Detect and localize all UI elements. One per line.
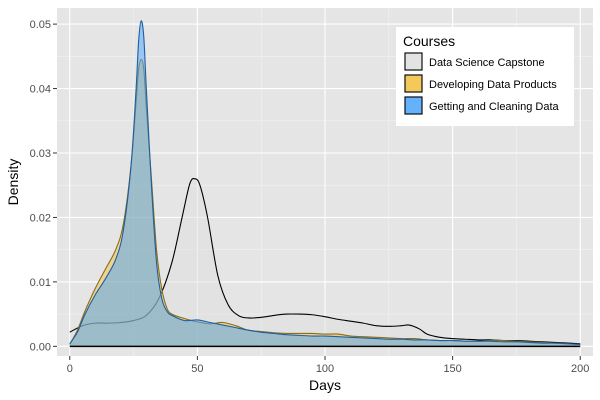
density-line-series-0 bbox=[69, 178, 581, 345]
x-tick-label: 150 bbox=[443, 363, 461, 375]
y-tick-label: 0.03 bbox=[30, 148, 51, 160]
legend-label-0: Data Science Capstone bbox=[429, 57, 545, 69]
x-axis-title: Days bbox=[309, 377, 341, 393]
density-line-series-2 bbox=[69, 20, 581, 345]
y-axis: 0.00 0.01 0.02 0.03 0.04 0.05 bbox=[30, 19, 57, 353]
legend-key-1 bbox=[404, 74, 423, 93]
y-tick-label: 0.05 bbox=[30, 19, 51, 31]
x-tick-label: 0 bbox=[67, 363, 73, 375]
density-area-series-0 bbox=[69, 178, 581, 347]
y-tick-label: 0.02 bbox=[30, 212, 51, 224]
y-tick-label: 0.04 bbox=[30, 84, 51, 96]
y-tick-label: 0.01 bbox=[30, 277, 51, 289]
series-layer bbox=[69, 20, 581, 348]
legend-label-2: Getting and Cleaning Data bbox=[429, 101, 560, 113]
density-area-series-2 bbox=[69, 20, 581, 347]
x-axis: 0 50 100 150 200 bbox=[67, 356, 589, 375]
y-axis-title: Density bbox=[5, 159, 21, 206]
x-tick-label: 50 bbox=[191, 363, 203, 375]
legend-key-0 bbox=[404, 52, 423, 71]
y-tick-label: 0.00 bbox=[30, 341, 51, 353]
legend: Courses Data Science Capstone Developing … bbox=[396, 27, 574, 126]
x-tick-label: 200 bbox=[571, 363, 589, 375]
legend-background bbox=[396, 27, 574, 126]
legend-title: Courses bbox=[403, 33, 455, 49]
legend-key-2 bbox=[404, 96, 423, 115]
x-tick-label: 100 bbox=[316, 363, 334, 375]
legend-label-1: Developing Data Products bbox=[429, 79, 557, 91]
